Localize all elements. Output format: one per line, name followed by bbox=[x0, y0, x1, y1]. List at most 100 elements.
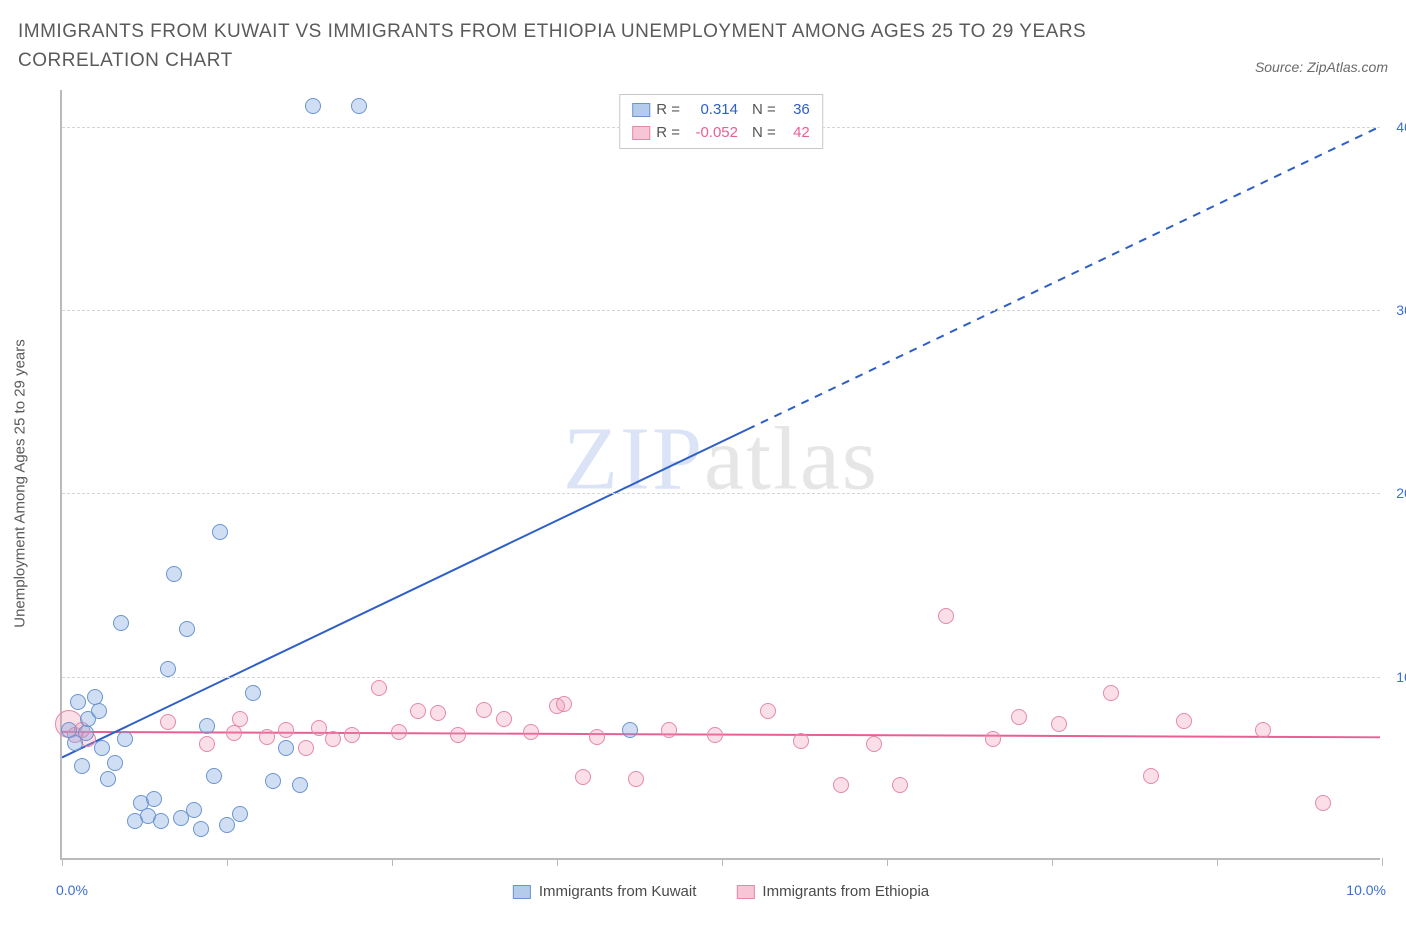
source-attribution: Source: ZipAtlas.com bbox=[1255, 59, 1388, 75]
trend-lines-layer bbox=[62, 90, 1380, 858]
y-tick-label: 20.0% bbox=[1396, 485, 1406, 501]
ethiopia-point bbox=[523, 724, 539, 740]
series-legend: Immigrants from Kuwait Immigrants from Et… bbox=[513, 883, 929, 900]
ethiopia-point bbox=[793, 733, 809, 749]
chart-title: IMMIGRANTS FROM KUWAIT VS IMMIGRANTS FRO… bbox=[18, 18, 1118, 75]
correlation-legend-row: R =-0.052N =42 bbox=[632, 122, 810, 145]
x-tick bbox=[227, 858, 228, 866]
ethiopia-point bbox=[496, 711, 512, 727]
kuwait-point bbox=[94, 740, 110, 756]
gridline bbox=[62, 493, 1380, 494]
series-legend-label: Immigrants from Kuwait bbox=[539, 883, 697, 900]
watermark: ZIPatlas bbox=[563, 407, 879, 510]
ethiopia-point bbox=[298, 740, 314, 756]
correlation-legend: R =0.314N =36R =-0.052N =42 bbox=[619, 94, 823, 149]
ethiopia-point bbox=[1255, 722, 1271, 738]
legend-swatch bbox=[632, 103, 650, 117]
ethiopia-point bbox=[1315, 795, 1331, 811]
ethiopia-point bbox=[833, 777, 849, 793]
kuwait-point bbox=[219, 817, 235, 833]
r-value: 0.314 bbox=[686, 99, 738, 122]
kuwait-point bbox=[199, 718, 215, 734]
ethiopia-point bbox=[344, 727, 360, 743]
ethiopia-point bbox=[556, 696, 572, 712]
ethiopia-point bbox=[430, 705, 446, 721]
ethiopia-point bbox=[1143, 768, 1159, 784]
ethiopia-point bbox=[371, 680, 387, 696]
n-label: N = bbox=[752, 99, 776, 122]
kuwait-point bbox=[91, 703, 107, 719]
kuwait-point bbox=[212, 524, 228, 540]
x-tick bbox=[722, 858, 723, 866]
kuwait-point bbox=[160, 661, 176, 677]
ethiopia-point bbox=[160, 714, 176, 730]
kuwait-point bbox=[70, 694, 86, 710]
ethiopia-point bbox=[226, 725, 242, 741]
y-tick-label: 40.0% bbox=[1396, 119, 1406, 135]
ethiopia-point bbox=[575, 769, 591, 785]
x-tick bbox=[1382, 858, 1383, 866]
ethiopia-point bbox=[661, 722, 677, 738]
ethiopia-point bbox=[232, 711, 248, 727]
x-axis-max-label: 10.0% bbox=[1346, 882, 1386, 898]
ethiopia-point bbox=[1011, 709, 1027, 725]
kuwait-point bbox=[78, 725, 94, 741]
series-legend-item: Immigrants from Kuwait bbox=[513, 883, 697, 900]
kuwait-point bbox=[146, 791, 162, 807]
kuwait-point bbox=[179, 621, 195, 637]
kuwait-point bbox=[153, 813, 169, 829]
kuwait-point bbox=[87, 689, 103, 705]
series-legend-item: Immigrants from Ethiopia bbox=[736, 883, 929, 900]
series-legend-label: Immigrants from Ethiopia bbox=[762, 883, 929, 900]
x-tick bbox=[62, 858, 63, 866]
y-tick-label: 30.0% bbox=[1396, 302, 1406, 318]
ethiopia-point bbox=[476, 702, 492, 718]
ethiopia-point bbox=[1051, 716, 1067, 732]
x-tick bbox=[887, 858, 888, 866]
correlation-legend-row: R =0.314N =36 bbox=[632, 99, 810, 122]
ethiopia-point bbox=[450, 727, 466, 743]
kuwait-point bbox=[186, 802, 202, 818]
x-tick bbox=[392, 858, 393, 866]
ethiopia-point bbox=[278, 722, 294, 738]
n-label: N = bbox=[752, 122, 776, 145]
ethiopia-point bbox=[866, 736, 882, 752]
kuwait-point bbox=[351, 98, 367, 114]
x-tick bbox=[1217, 858, 1218, 866]
kuwait-point bbox=[278, 740, 294, 756]
kuwait-point bbox=[245, 685, 261, 701]
legend-swatch bbox=[513, 885, 531, 899]
r-label: R = bbox=[656, 99, 680, 122]
plot-wrapper: Unemployment Among Ages 25 to 29 years Z… bbox=[60, 90, 1380, 860]
scatter-plot: ZIPatlas R =0.314N =36R =-0.052N =42 0.0… bbox=[60, 90, 1380, 860]
gridline bbox=[62, 310, 1380, 311]
ethiopia-point bbox=[325, 731, 341, 747]
legend-swatch bbox=[736, 885, 754, 899]
kuwait-point bbox=[100, 771, 116, 787]
ethiopia-point bbox=[938, 608, 954, 624]
x-tick bbox=[557, 858, 558, 866]
kuwait-point bbox=[193, 821, 209, 837]
x-tick bbox=[1052, 858, 1053, 866]
kuwait-point bbox=[74, 758, 90, 774]
ethiopia-point bbox=[1176, 713, 1192, 729]
kuwait-point bbox=[292, 777, 308, 793]
kuwait-point bbox=[206, 768, 222, 784]
trend-line-dashed bbox=[747, 127, 1380, 430]
n-value: 42 bbox=[782, 122, 810, 145]
ethiopia-point bbox=[259, 729, 275, 745]
ethiopia-point bbox=[985, 731, 1001, 747]
y-axis-label: Unemployment Among Ages 25 to 29 years bbox=[12, 339, 29, 628]
ethiopia-point bbox=[589, 729, 605, 745]
ethiopia-point bbox=[199, 736, 215, 752]
r-value: -0.052 bbox=[686, 122, 738, 145]
ethiopia-point bbox=[892, 777, 908, 793]
kuwait-point bbox=[232, 806, 248, 822]
ethiopia-point bbox=[410, 703, 426, 719]
header-row: IMMIGRANTS FROM KUWAIT VS IMMIGRANTS FRO… bbox=[18, 18, 1388, 75]
kuwait-point bbox=[113, 615, 129, 631]
ethiopia-point bbox=[760, 703, 776, 719]
x-axis-min-label: 0.0% bbox=[56, 882, 88, 898]
kuwait-point bbox=[166, 566, 182, 582]
kuwait-point bbox=[107, 755, 123, 771]
